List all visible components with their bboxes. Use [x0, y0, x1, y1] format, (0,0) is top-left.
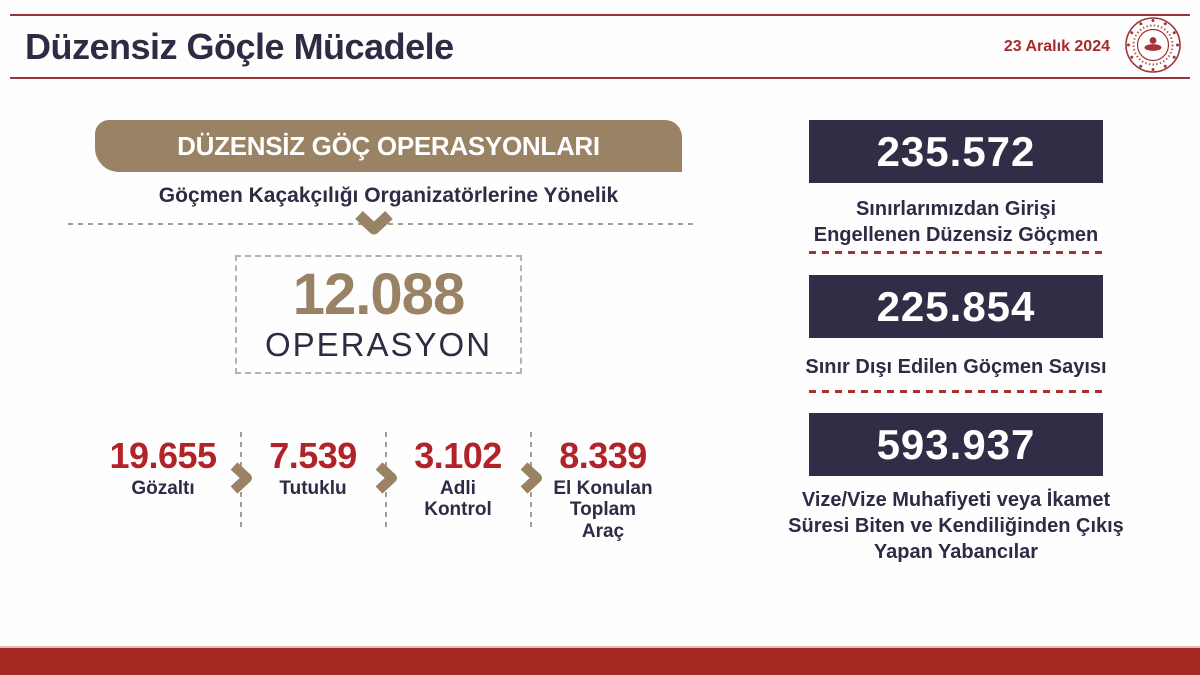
stat-value: 8.339 — [559, 435, 647, 476]
stat-value: 7.539 — [269, 435, 357, 476]
kpi-value: 235.572 — [876, 127, 1036, 175]
kpi-label-line: Engellenen Düzensiz Göçmen — [813, 224, 1099, 246]
stat-label: El Konulan Toplam Araç — [553, 478, 652, 542]
kpi-label: Sınırlarımızdan Girişi Engellenen Düzens… — [781, 196, 1131, 248]
chevron-right-icon — [520, 462, 542, 494]
stat-label: Gözaltı — [131, 478, 195, 499]
kpi-label-line: Sınırlarımızdan Girişi — [855, 198, 1057, 220]
header-bottom-rule — [10, 77, 1190, 79]
chevron-right-icon — [375, 462, 397, 494]
kpi-value: 225.854 — [876, 282, 1036, 330]
red-dashed-divider — [809, 390, 1103, 393]
report-date: 23 Aralık 2024 — [1003, 38, 1110, 55]
kpi-box-kendiliginden-cikis: 593.937 — [809, 413, 1103, 476]
page-title: Düzensiz Göçle Mücadele — [25, 26, 454, 67]
kpi-box-engellenen: 235.572 — [809, 120, 1103, 183]
stat-tutuklu: 7.539 Tutuklu — [243, 435, 383, 500]
kpi-value: 593.937 — [876, 420, 1036, 468]
stat-label-line: Kontrol — [424, 499, 492, 521]
operations-subtitle: Göçmen Kaçakçılığı Organizatörlerine Yön… — [158, 184, 619, 207]
stat-label-line: Adli — [440, 478, 476, 499]
kpi-label-line: Süresi Biten ve Kendiliğinden Çıkış — [788, 515, 1124, 537]
kpi-box-sinir-disi: 225.854 — [809, 275, 1103, 338]
stat-adli-kontrol: 3.102 Adli Kontrol — [388, 438, 528, 521]
chevron-down-icon — [355, 211, 393, 235]
stat-value: 3.102 — [414, 435, 502, 476]
kpi-label: Vize/Vize Muhafiyeti veya İkamet Süresi … — [781, 487, 1131, 565]
footer-bar — [0, 646, 1200, 675]
stat-gozalti: 19.655 Gözaltı — [93, 435, 233, 500]
ministry-emblem-icon — [1125, 17, 1181, 73]
stat-value: 19.655 — [109, 435, 217, 476]
chevron-right-icon — [230, 462, 252, 494]
stat-label: Tutuklu — [279, 478, 347, 499]
operations-banner: DÜZENSİZ GÖÇ OPERASYONLARI — [95, 120, 682, 172]
kpi-label-line: Vize/Vize Muhafiyeti veya İkamet — [801, 489, 1111, 511]
operation-count-box: 12.088 OPERASYON — [235, 255, 522, 374]
header-top-rule — [10, 14, 1190, 16]
kpi-label: Sınır Dışı Edilen Göçmen Sayısı — [805, 356, 1107, 378]
red-dashed-divider — [809, 251, 1103, 254]
operation-count: 12.088 — [292, 261, 465, 327]
stat-el-konulan-arac: 8.339 El Konulan Toplam Araç — [533, 438, 673, 542]
stat-label-line: Araç — [581, 520, 625, 542]
operation-count-label: OPERASYON — [264, 325, 493, 363]
kpi-label-line: Yapan Yabancılar — [873, 541, 1039, 563]
stat-label-line: El Konulan — [553, 478, 653, 499]
stat-label: Adli Kontrol — [424, 478, 492, 521]
stat-label-line: Toplam — [569, 499, 637, 521]
